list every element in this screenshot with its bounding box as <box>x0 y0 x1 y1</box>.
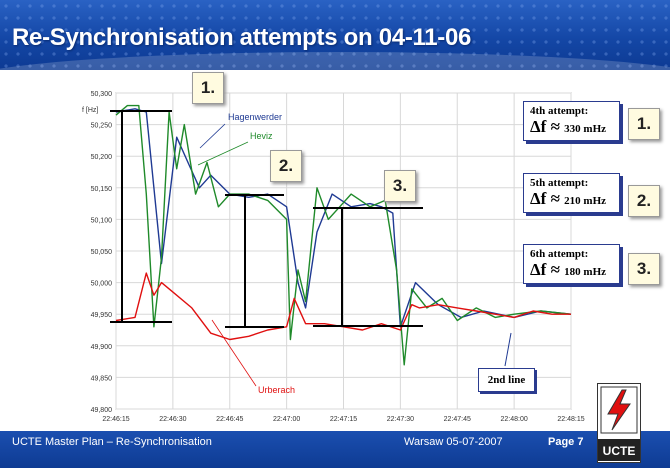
second-line-label: 2nd line <box>478 368 535 392</box>
annotation-delta: Δf ≈ <box>530 189 560 208</box>
annotation-head: 5th attempt: <box>530 177 589 189</box>
y-axis-label: f [Hz] <box>82 107 98 114</box>
y-tick-label: 50,250 <box>91 123 113 130</box>
delta-markers <box>110 110 512 367</box>
series-label-heviz: Heviz <box>250 131 273 141</box>
series-line-hagenwerder <box>115 108 572 328</box>
x-tick-label: 22:47:45 <box>444 416 471 423</box>
footer-left-text: UCTE Master Plan – Re-Synchronisation <box>12 436 212 448</box>
y-tick-label: 49,900 <box>91 344 113 351</box>
y-tick-label: 50,300 <box>91 91 113 98</box>
footer-page-number: Page 7 <box>548 436 584 448</box>
annotation-head: 6th attempt: <box>530 248 589 260</box>
ucte-logo: UCTE <box>597 383 641 463</box>
slide-header <box>0 0 670 70</box>
slide-footer <box>0 431 670 468</box>
annotation-4th-attempt: 4th attempt: Δf ≈ 330 mHz <box>523 101 620 141</box>
annotation-unit: 210 mHz <box>564 195 607 207</box>
series-label-pointer <box>197 141 249 166</box>
x-tick-label: 22:48:15 <box>557 416 584 423</box>
y-tick-label: 50,150 <box>91 186 113 193</box>
annotation-delta: Δf ≈ <box>530 117 560 136</box>
series-line-heviz <box>115 104 572 366</box>
y-tick-label: 50,200 <box>91 154 113 161</box>
annotation-6th-attempt: 6th attempt: Δf ≈ 180 mHz <box>523 244 620 284</box>
y-tick-label: 49,950 <box>91 312 113 319</box>
x-tick-label: 22:46:15 <box>102 416 129 423</box>
y-tick-label: 49,850 <box>91 375 113 382</box>
footer-center-text: Warsaw 05-07-2007 <box>404 436 503 448</box>
x-tick-label: 22:47:00 <box>273 416 300 423</box>
y-axis-ticks: 50,300 50,250 50,200 50,150 50,100 50,050 50,0… <box>82 91 112 414</box>
chart-badge-2: 2. <box>270 150 302 182</box>
annotation-unit: 180 mHz <box>564 266 607 278</box>
x-tick-label: 22:48:00 <box>501 416 528 423</box>
y-tick-label: 50,000 <box>91 281 113 288</box>
chart-badge-3: 3. <box>384 170 416 202</box>
header-dot-pattern <box>0 0 670 70</box>
x-axis-ticks: 22:46:15 22:46:30 22:46:45 22:47:00 22:47:15… <box>102 416 584 423</box>
x-tick-label: 22:47:15 <box>330 416 357 423</box>
annotation-5th-attempt: 5th attempt: Δf ≈ 210 mHz <box>523 173 620 213</box>
logo-text: UCTE <box>603 444 636 458</box>
second-line-pointer <box>504 332 512 367</box>
series-label-pointer <box>211 319 257 387</box>
y-tick-label: 50,100 <box>91 217 113 224</box>
side-badge-3: 3. <box>628 253 660 285</box>
series-label-urberach: Urberach <box>258 385 295 395</box>
chart-series <box>115 104 572 366</box>
slide-title: Re-Synchronisation attempts on 04-11-06 <box>12 24 472 51</box>
x-tick-label: 22:46:30 <box>159 416 186 423</box>
annotation-unit: 330 mHz <box>564 123 607 135</box>
x-tick-label: 22:46:45 <box>216 416 243 423</box>
chart-grid <box>115 92 572 410</box>
y-tick-label: 50,050 <box>91 249 113 256</box>
series-label-pointer <box>199 123 226 149</box>
y-tick-label: 49,800 <box>91 407 113 414</box>
side-badge-2: 2. <box>628 185 660 217</box>
header-swoosh <box>0 52 670 70</box>
annotation-delta: Δf ≈ <box>530 260 560 279</box>
series-label-hagenwerder: Hagenwerder <box>228 112 282 122</box>
series-line-urberach <box>115 272 571 341</box>
side-badge-1: 1. <box>628 108 660 140</box>
chart-badge-1: 1. <box>192 72 224 104</box>
series-labels: Hagenwerder Heviz Urberach <box>197 112 295 395</box>
x-tick-label: 22:47:30 <box>387 416 414 423</box>
annotation-head: 4th attempt: <box>530 105 589 117</box>
